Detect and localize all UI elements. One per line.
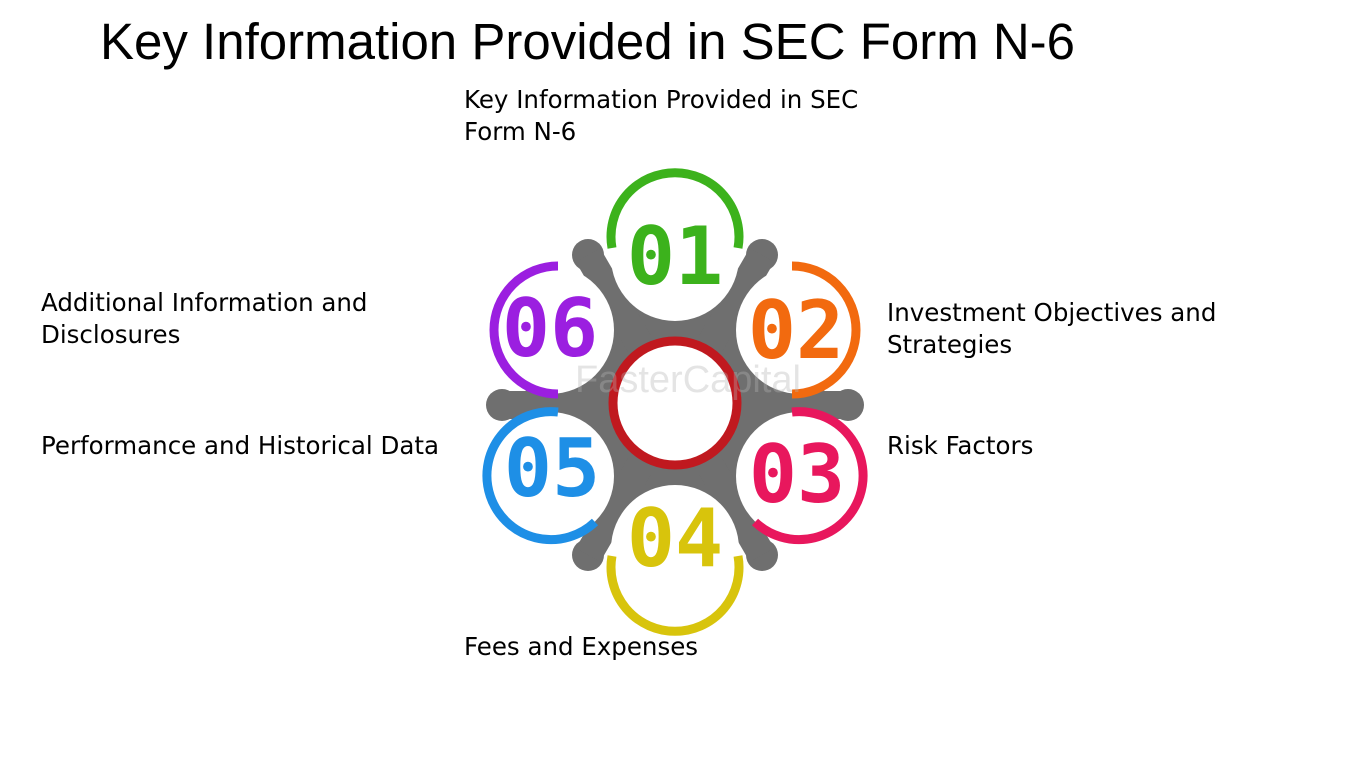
step-04-number: 04 (627, 492, 723, 585)
step-02-label: Investment Objectives and Strategies (887, 298, 1217, 359)
step-02: 02 (736, 261, 864, 399)
step-02-number: 02 (748, 284, 844, 377)
step-03-arc (751, 407, 868, 545)
step-05-label: Performance and Historical Data (41, 431, 439, 460)
step-03-disc (736, 412, 864, 540)
step-05: 05 (482, 407, 614, 545)
step-06-number: 06 (502, 282, 598, 375)
step-03-label: Risk Factors (887, 431, 1034, 460)
watermark-logo: FasterCapital (575, 359, 801, 401)
step-01-number: 01 (627, 210, 723, 303)
step-05-disc (486, 412, 614, 540)
center-hub (608, 336, 742, 470)
step-02-arc (791, 261, 861, 399)
step-04: 04 (606, 485, 744, 636)
center-label: Key Information Provided in SEC Form N-6 (464, 85, 859, 146)
step-03-number: 03 (749, 428, 845, 521)
step-02-disc (736, 266, 864, 394)
watermark-text: FasterCapital (575, 359, 801, 401)
step-04-disc (611, 485, 739, 613)
step-03: 03 (736, 407, 868, 545)
step-01: 01 (606, 168, 744, 321)
step-01-arc (606, 168, 744, 249)
step-06-arc (489, 261, 559, 399)
step-04-label: Fees and Expenses (464, 632, 699, 661)
step-06-disc (486, 266, 614, 394)
step-06-label: Additional Information and Disclosures (41, 288, 368, 349)
step-06: 06 (486, 261, 614, 399)
page-title: Key Information Provided in SEC Form N-6 (100, 13, 1076, 70)
step-05-arc (482, 407, 599, 545)
step-05-number: 05 (504, 422, 600, 515)
step-04-arc (606, 555, 744, 636)
step-01-disc (611, 193, 739, 321)
